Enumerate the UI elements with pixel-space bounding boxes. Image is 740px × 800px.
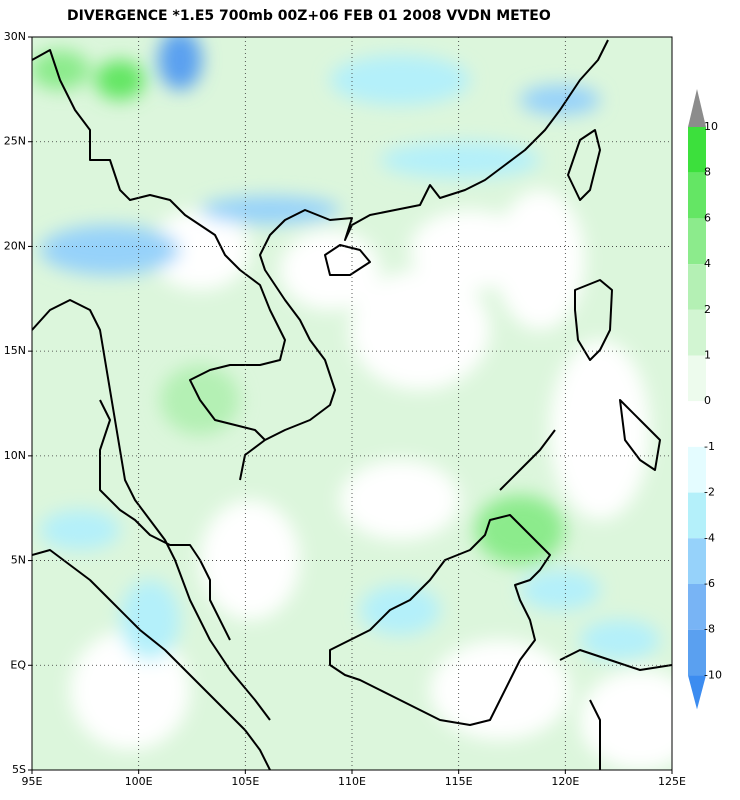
colorbar-segment — [688, 538, 706, 584]
colorbar-label: 6 — [704, 211, 711, 224]
colorbar-label: 2 — [704, 303, 711, 316]
lat-label: 20N — [4, 239, 26, 252]
lat-label: 5S — [12, 763, 26, 776]
lon-label: 120E — [551, 775, 579, 788]
lat-label: 25N — [4, 135, 26, 148]
colorbar-label: 1 — [704, 349, 711, 362]
colorbar-label: -4 — [704, 531, 715, 544]
colorbar-label: -6 — [704, 577, 715, 590]
colorbar-label: 10 — [704, 120, 718, 133]
colorbar-segment — [688, 172, 706, 219]
lon-label: 125E — [658, 775, 686, 788]
colorbar-label: -1 — [704, 440, 715, 453]
colorbar-segment — [688, 492, 706, 539]
colorbar-label: 4 — [704, 257, 711, 270]
colorbar-segment — [688, 218, 706, 265]
colorbar-segment — [688, 629, 706, 676]
lat-label: EQ — [10, 658, 26, 671]
colorbar-label: 8 — [704, 166, 711, 179]
colorbar-segment — [688, 355, 706, 402]
graticule — [32, 37, 672, 770]
colorbar-arrow — [688, 675, 706, 710]
lat-label: 5N — [11, 554, 26, 567]
colorbar-arrow — [688, 89, 706, 127]
colorbar-segment — [688, 127, 706, 173]
lon-label: 100E — [125, 775, 153, 788]
map-title: DIVERGENCE *1.E5 700mb 00Z+06 FEB 01 200… — [67, 8, 551, 24]
lon-label: 115E — [445, 775, 473, 788]
lat-label: 30N — [4, 30, 26, 43]
lat-label: 10N — [4, 449, 26, 462]
coastlines — [32, 39, 672, 770]
colorbar-label: 0 — [704, 394, 711, 407]
lon-label: 95E — [22, 775, 43, 788]
colorbar-segment — [688, 309, 706, 356]
lon-label: 110E — [338, 775, 366, 788]
colorbar-segment — [688, 446, 706, 493]
colorbar-label: -8 — [704, 623, 715, 636]
colorbar-segment — [688, 264, 706, 310]
colorbar-label: -2 — [704, 486, 715, 499]
colorbar-segment — [688, 584, 706, 630]
colorbar-segment — [688, 401, 706, 447]
colorbar-label: -10 — [704, 668, 722, 681]
lon-label: 105E — [231, 775, 259, 788]
lat-label: 15N — [4, 344, 26, 357]
divergence-field — [32, 37, 672, 770]
